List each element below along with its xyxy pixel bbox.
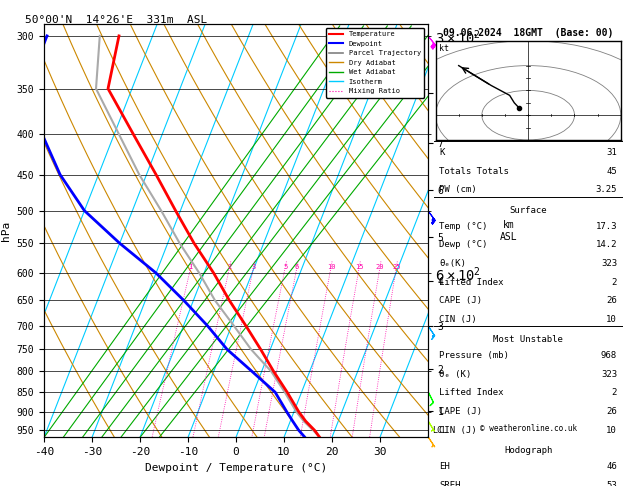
Text: 968: 968 <box>601 351 617 360</box>
Text: © weatheronline.co.uk: © weatheronline.co.uk <box>479 424 577 434</box>
Text: CIN (J): CIN (J) <box>439 315 477 324</box>
Text: 3: 3 <box>252 264 255 270</box>
Text: 5: 5 <box>283 264 287 270</box>
Text: 20: 20 <box>376 264 384 270</box>
Y-axis label: km
ASL: km ASL <box>500 220 518 242</box>
Text: 15: 15 <box>355 264 364 270</box>
Y-axis label: hPa: hPa <box>1 221 11 241</box>
Text: 10: 10 <box>606 426 617 434</box>
Text: 25: 25 <box>392 264 401 270</box>
Text: θₑ(K): θₑ(K) <box>439 259 466 268</box>
Text: LCL: LCL <box>432 426 447 435</box>
Text: 323: 323 <box>601 259 617 268</box>
Text: Totals Totals: Totals Totals <box>439 167 509 176</box>
Text: K: K <box>439 148 445 157</box>
Text: kt: kt <box>439 44 449 53</box>
Text: Surface: Surface <box>509 206 547 215</box>
Text: PW (cm): PW (cm) <box>439 186 477 194</box>
X-axis label: Dewpoint / Temperature (°C): Dewpoint / Temperature (°C) <box>145 463 327 473</box>
Text: 09.06.2024  18GMT  (Base: 00): 09.06.2024 18GMT (Base: 00) <box>443 29 613 38</box>
Text: CAPE (J): CAPE (J) <box>439 296 482 305</box>
Text: 323: 323 <box>601 370 617 379</box>
Text: 31: 31 <box>606 148 617 157</box>
Text: 26: 26 <box>606 407 617 416</box>
Text: 17.3: 17.3 <box>596 222 617 231</box>
Text: 2: 2 <box>611 388 617 398</box>
Text: 53: 53 <box>606 481 617 486</box>
Text: 2: 2 <box>611 278 617 287</box>
Text: Dewp (°C): Dewp (°C) <box>439 241 487 249</box>
Text: 10: 10 <box>326 264 335 270</box>
Text: 14.2: 14.2 <box>596 241 617 249</box>
Text: CAPE (J): CAPE (J) <box>439 407 482 416</box>
Text: 10: 10 <box>606 315 617 324</box>
Text: 6: 6 <box>295 264 299 270</box>
Text: Most Unstable: Most Unstable <box>493 335 563 345</box>
Text: SREH: SREH <box>439 481 461 486</box>
Legend: Temperature, Dewpoint, Parcel Trajectory, Dry Adiabat, Wet Adiabat, Isotherm, Mi: Temperature, Dewpoint, Parcel Trajectory… <box>326 28 425 98</box>
Text: Pressure (mb): Pressure (mb) <box>439 351 509 360</box>
Text: Lifted Index: Lifted Index <box>439 278 504 287</box>
Text: 50°00'N  14°26'E  331m  ASL: 50°00'N 14°26'E 331m ASL <box>25 15 208 25</box>
Text: 1: 1 <box>189 264 193 270</box>
Text: 3.25: 3.25 <box>596 186 617 194</box>
Text: 26: 26 <box>606 296 617 305</box>
Text: 45: 45 <box>606 167 617 176</box>
Text: θₑ (K): θₑ (K) <box>439 370 472 379</box>
Text: EH: EH <box>439 462 450 471</box>
Text: Temp (°C): Temp (°C) <box>439 222 487 231</box>
Text: Lifted Index: Lifted Index <box>439 388 504 398</box>
Text: Hodograph: Hodograph <box>504 446 552 455</box>
Text: CIN (J): CIN (J) <box>439 426 477 434</box>
Text: 46: 46 <box>606 462 617 471</box>
Text: 2: 2 <box>228 264 231 270</box>
